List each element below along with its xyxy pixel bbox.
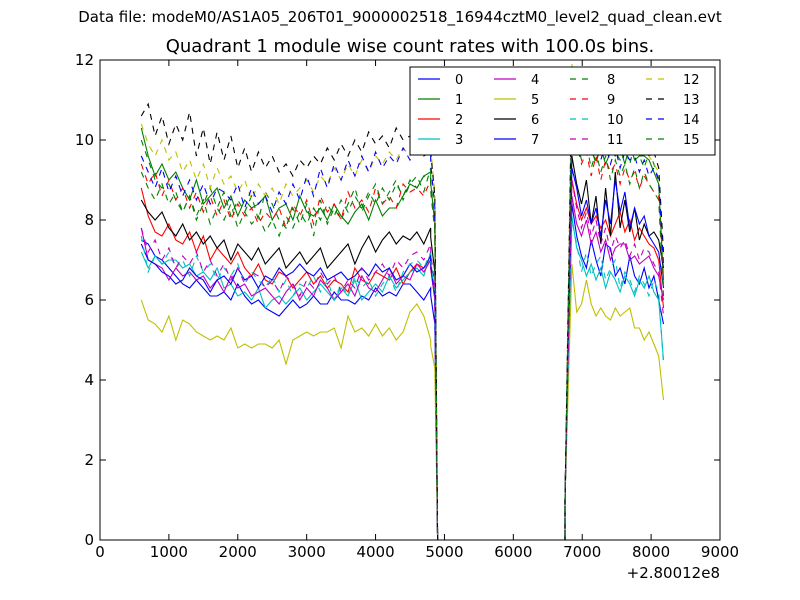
series-line-2 [140, 179, 665, 541]
y-tick-label: 8 [84, 211, 94, 229]
series-line-6 [140, 155, 665, 541]
legend-label-1: 1 [455, 93, 463, 108]
legend-label-7: 7 [531, 133, 539, 148]
figure-suptitle: Data file: modeM0/AS1A05_206T01_90000025… [78, 8, 722, 26]
series-line-0 [141, 203, 665, 541]
series-line-15 [140, 111, 665, 541]
series-line-12 [140, 63, 665, 541]
x-tick-label: 0 [95, 543, 105, 561]
y-tick-label: 10 [75, 131, 94, 149]
legend-label-15: 15 [683, 133, 700, 148]
legend-label-0: 0 [455, 73, 463, 88]
x-tick-label: 7000 [563, 543, 601, 561]
legend-label-13: 13 [683, 93, 700, 108]
series-line-8 [140, 115, 665, 541]
axes-layer: 0 1000 2000 3000 4000 5000 6000 7000 8000 9000 0 2 4… [75, 51, 739, 582]
series-line-10 [140, 219, 665, 541]
y-tick-label: 4 [84, 371, 94, 389]
series-line-14 [140, 99, 665, 541]
series-line-3 [140, 215, 665, 541]
x-offset-label: +2.80012e8 [627, 564, 720, 582]
x-tick-label: 9000 [701, 543, 739, 561]
series-line-11 [140, 179, 665, 541]
legend-label-14: 14 [683, 113, 700, 128]
series-line-4 [140, 195, 665, 541]
series-line-13 [140, 75, 665, 541]
series-line-1 [140, 115, 665, 541]
x-tick-label: 3000 [288, 543, 326, 561]
legend-label-9: 9 [607, 93, 615, 108]
series-line-7 [140, 167, 665, 541]
x-tick-label: 4000 [356, 543, 394, 561]
chart-title: Quadrant 1 module wise count rates with … [165, 36, 655, 57]
series-line-9 [140, 127, 665, 541]
legend-label-3: 3 [455, 133, 463, 148]
x-tick-label: 2000 [219, 543, 257, 561]
legend-label-6: 6 [531, 113, 539, 128]
legend-label-12: 12 [683, 73, 700, 88]
x-tick-label: 1000 [150, 543, 188, 561]
x-tick-label: 8000 [632, 543, 670, 561]
legend-label-8: 8 [607, 73, 615, 88]
legend-label-2: 2 [455, 113, 463, 128]
series-line-5 [140, 263, 665, 541]
y-tick-label: 2 [84, 451, 94, 469]
y-tick-label: 0 [84, 531, 94, 549]
y-tick-label: 12 [75, 51, 94, 69]
legend-box [409, 66, 716, 156]
legend-label-4: 4 [531, 73, 539, 88]
x-tick-label: 6000 [494, 543, 532, 561]
y-tick-label: 6 [84, 291, 94, 309]
series-layer [140, 63, 665, 541]
legend-label-10: 10 [607, 113, 624, 128]
legend-label-5: 5 [531, 93, 539, 108]
legend-label-11: 11 [607, 133, 624, 148]
x-tick-label: 5000 [425, 543, 463, 561]
